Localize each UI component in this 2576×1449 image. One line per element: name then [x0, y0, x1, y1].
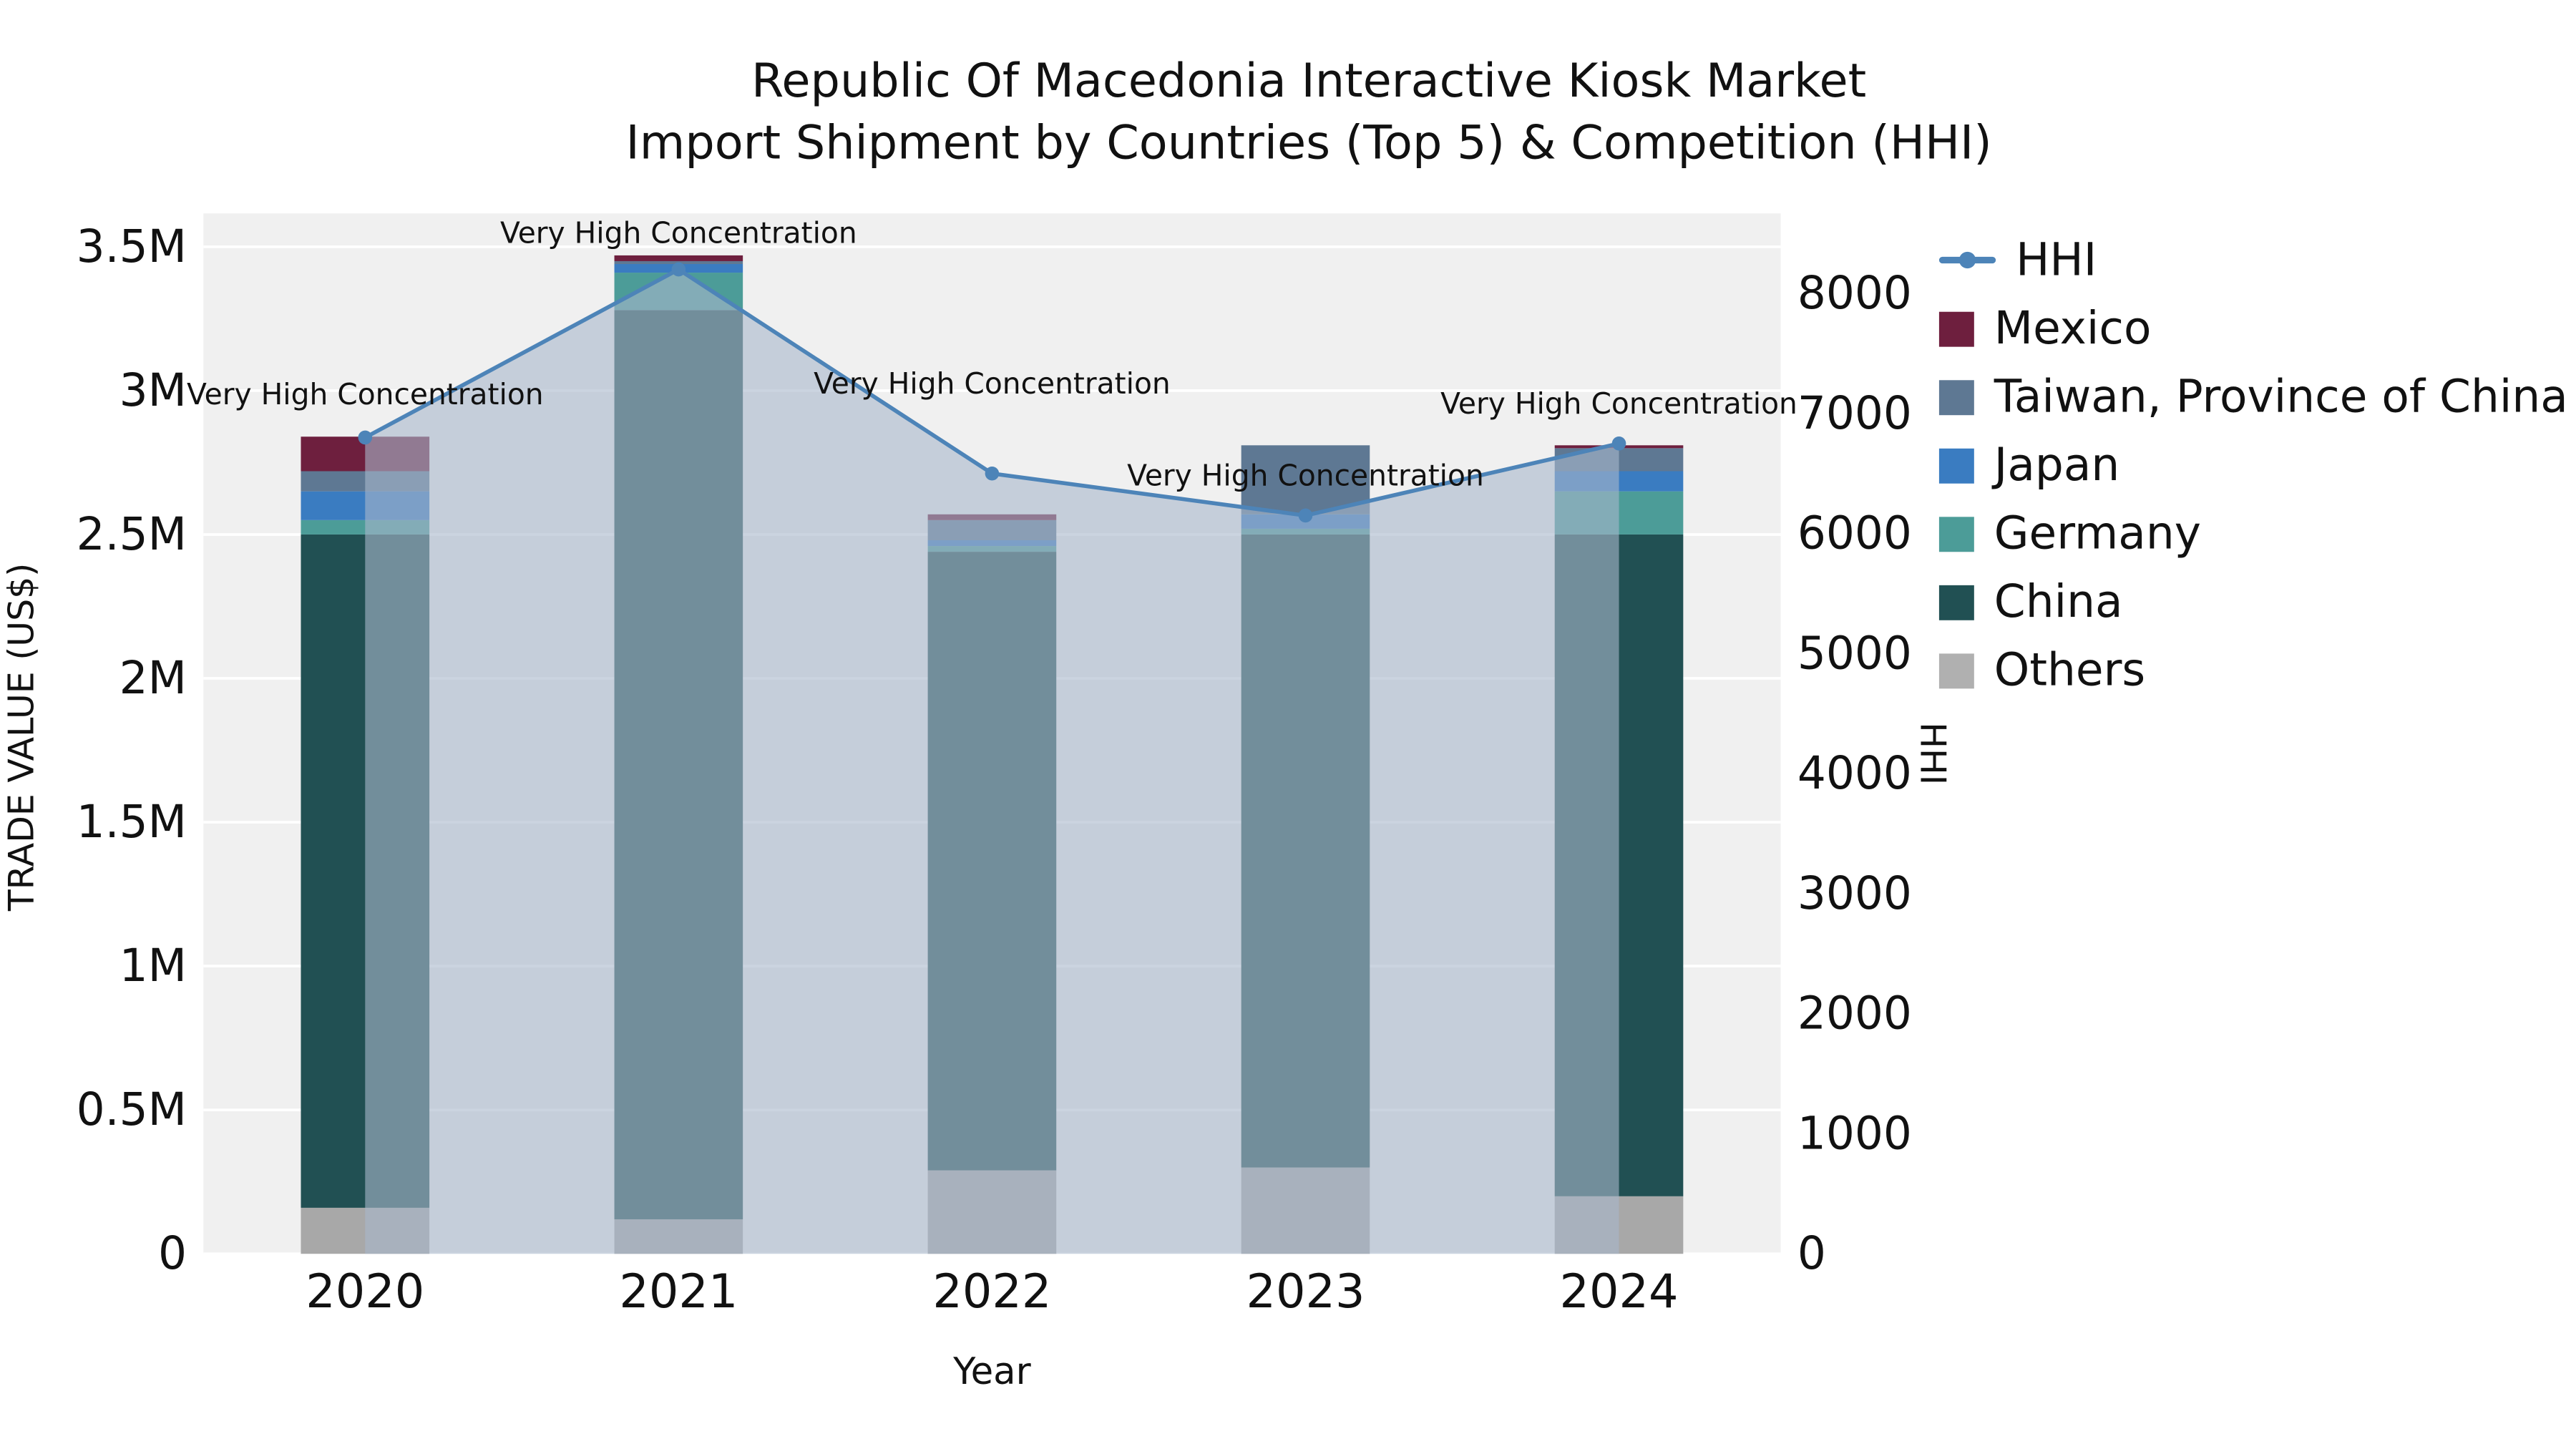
legend-label: HHI	[2016, 234, 2097, 286]
legend: HHI Mexico Taiwan, Province of China Japan G…	[1938, 234, 2568, 696]
legend-label: Others	[1994, 644, 2146, 696]
legend-line-marker-icon	[1958, 251, 1976, 269]
hhi-marker-2020	[358, 430, 373, 445]
annotation-2021: Very High Concentration	[500, 215, 857, 250]
legend-item-japan: Japan	[1938, 439, 2568, 492]
legend-item-mexico: Mexico	[1938, 302, 2568, 355]
left-axis-tick: 0	[158, 1227, 187, 1279]
right-axis-tick: 3000	[1797, 867, 1912, 919]
annotation-2020: Very High Concentration	[187, 377, 544, 411]
legend-label: Germany	[1994, 507, 2201, 560]
hhi-marker-2024	[1611, 436, 1626, 451]
right-axis-tick: 2000	[1797, 987, 1912, 1040]
legend-line-sample-icon	[1938, 251, 1996, 269]
right-axis-tick: 0	[1797, 1227, 1826, 1279]
chart-title: Republic Of Macedonia Interactive Kiosk …	[0, 50, 2576, 173]
legend-label: China	[1994, 576, 2123, 628]
legend-swatch-icon	[1938, 516, 1974, 552]
right-axis-title: HHI	[1912, 722, 1953, 785]
right-axis-tick: 6000	[1797, 507, 1912, 560]
chart-title-line1: Republic Of Macedonia Interactive Kiosk …	[751, 53, 1867, 109]
left-axis-tick: 2M	[119, 652, 187, 704]
x-axis-tick-2023: 2023	[1246, 1264, 1365, 1319]
left-axis-tick: 1M	[119, 940, 187, 992]
right-axis-tick: 4000	[1797, 747, 1912, 799]
right-axis-tick: 5000	[1797, 627, 1912, 679]
x-axis-tick-2022: 2022	[932, 1264, 1051, 1319]
annotation-2024: Very High Concentration	[1440, 386, 1797, 421]
hhi-marker-2021	[671, 262, 686, 277]
legend-label: Taiwan, Province of China	[1994, 371, 2568, 423]
annotation-2022: Very High Concentration	[814, 366, 1171, 401]
legend-swatch-icon	[1938, 311, 1974, 346]
left-axis-tick: 3.5M	[77, 220, 187, 273]
left-axis-title: TRADE VALUE (US$)	[1, 563, 42, 912]
hhi-marker-2023	[1298, 508, 1313, 523]
legend-item-others: Others	[1938, 644, 2568, 696]
hhi-marker-2022	[985, 466, 1000, 481]
bar-segment-taiwan-province-of-china-2023	[1241, 445, 1370, 514]
legend-label: Mexico	[1994, 302, 2152, 355]
legend-swatch-icon	[1938, 447, 1974, 483]
x-axis-tick-2024: 2024	[1560, 1264, 1679, 1319]
right-axis-tick: 7000	[1797, 387, 1912, 439]
x-axis-tick-2021: 2021	[619, 1264, 738, 1319]
legend-item-china: China	[1938, 576, 2568, 628]
left-axis-tick: 3M	[119, 364, 187, 416]
legend-swatch-icon	[1938, 584, 1974, 620]
right-axis-tick: 8000	[1797, 267, 1912, 319]
chart-title-line2: Import Shipment by Countries (Top 5) & C…	[625, 114, 1992, 170]
legend-swatch-icon	[1938, 653, 1974, 688]
left-axis-tick: 0.5M	[77, 1083, 187, 1136]
left-axis-tick: 2.5M	[77, 508, 187, 560]
bar-segment-mexico-2021	[614, 255, 743, 261]
legend-item-taiwan-province-of-china: Taiwan, Province of China	[1938, 371, 2568, 423]
legend-label: Japan	[1994, 439, 2120, 492]
legend-item-germany: Germany	[1938, 507, 2568, 560]
x-axis-tick-2020: 2020	[306, 1264, 424, 1319]
annotation-2023: Very High Concentration	[1127, 459, 1484, 493]
legend-swatch-icon	[1938, 379, 1974, 415]
legend-item-hhi: HHI	[1938, 234, 2568, 286]
x-axis-title: Year	[952, 1350, 1031, 1393]
right-axis-tick: 1000	[1797, 1107, 1912, 1159]
left-axis-tick: 1.5M	[77, 796, 187, 848]
